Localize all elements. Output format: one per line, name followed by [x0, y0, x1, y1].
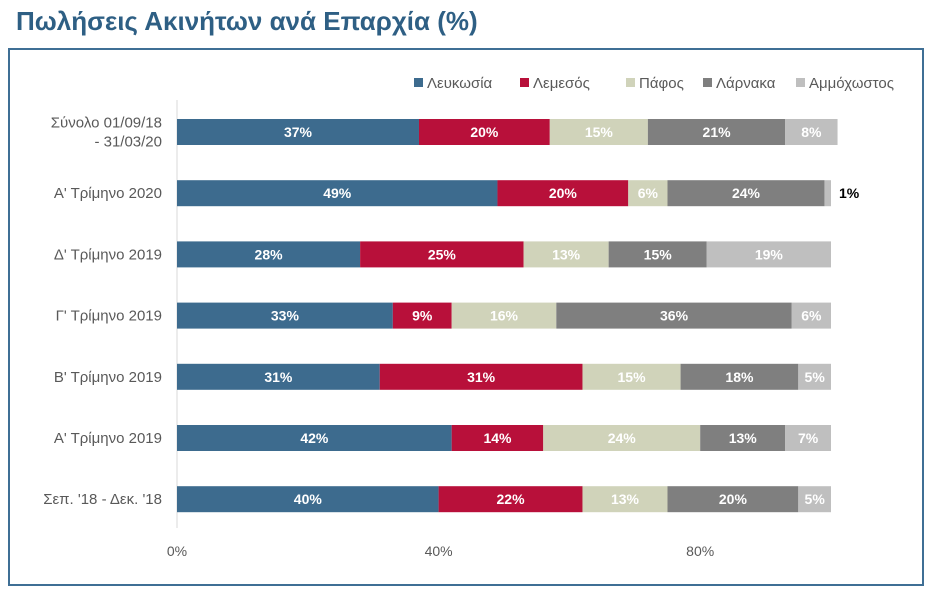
data-label: 8%: [801, 124, 822, 140]
page-title: Πωλήσεις Ακινήτων ανά Επαρχία (%): [16, 6, 478, 36]
data-label: 5%: [805, 369, 826, 385]
data-label: 22%: [497, 491, 526, 507]
data-label: 37%: [284, 124, 313, 140]
bar-segment: [680, 363, 799, 390]
data-label: 33%: [271, 308, 300, 324]
data-label: 36%: [660, 308, 689, 324]
bar-segment: [177, 119, 419, 145]
bar-segment: [543, 425, 701, 451]
bar-segment: [785, 119, 838, 145]
category-label: Β' Τρίμηνο 2019: [54, 369, 162, 386]
data-label: 9%: [412, 308, 433, 324]
category-label: Γ' Τρίμηνο 2019: [56, 308, 162, 325]
data-label: 40%: [294, 491, 323, 507]
bar-segment: [451, 425, 544, 451]
data-label: 20%: [470, 124, 499, 140]
bar-segment: [360, 241, 524, 268]
bar-segment: [177, 241, 361, 268]
data-label: 13%: [729, 430, 758, 446]
category-label: - 31/03/20: [94, 134, 162, 151]
legend-label: Λεμεσός: [533, 75, 590, 92]
bar-segment: [523, 241, 609, 268]
bar-segment: [706, 241, 831, 268]
legend-swatch: [520, 78, 529, 87]
bar-segment: [785, 425, 831, 451]
data-label: 18%: [725, 369, 754, 385]
legend-label: Πάφος: [639, 75, 684, 92]
data-label: 15%: [618, 369, 647, 385]
bar-segment: [392, 302, 452, 329]
category-label: Α' Τρίμηνο 2020: [54, 185, 162, 202]
legend-label: Λευκωσία: [427, 75, 493, 92]
data-label: 5%: [805, 491, 826, 507]
legend-label: Αμμόχωστος: [809, 75, 894, 92]
data-label-outside: 1%: [839, 185, 860, 201]
data-label: 42%: [300, 430, 329, 446]
bar-segment: [608, 241, 707, 268]
data-label: 13%: [611, 491, 640, 507]
category-label: Α' Τρίμηνο 2019: [54, 430, 162, 447]
data-label: 13%: [552, 246, 581, 262]
data-label: 15%: [644, 246, 673, 262]
bar-segment: [497, 180, 629, 207]
legend-label: Λάρνακα: [716, 75, 776, 92]
x-tick-label: 40%: [425, 543, 453, 559]
data-label: 7%: [798, 430, 819, 446]
data-label: 20%: [549, 185, 578, 201]
bar-segment: [647, 119, 786, 145]
data-label: 28%: [255, 246, 284, 262]
bar-segment: [798, 363, 831, 390]
bar-segment: [556, 302, 792, 329]
x-tick-label: 80%: [686, 543, 714, 559]
data-label: 31%: [467, 369, 496, 385]
data-label: 49%: [323, 185, 352, 201]
x-tick-label: 0%: [167, 543, 187, 559]
data-label: 19%: [755, 246, 784, 262]
data-label: 21%: [703, 124, 732, 140]
legend-swatch: [703, 78, 712, 87]
bar-segment: [418, 119, 550, 145]
data-label: 31%: [264, 369, 293, 385]
bar-segment: [177, 425, 452, 451]
data-label: 16%: [490, 308, 519, 324]
data-label: 24%: [732, 185, 761, 201]
stacked-bar-chart: 0% 40% 80% Σύνολο 01/09/18 - 31/03/20 Α' Τρίμ…: [43, 75, 894, 559]
bar-segment: [667, 486, 799, 513]
data-label: 25%: [428, 246, 457, 262]
bar-segment: [700, 425, 786, 451]
data-label: 6%: [801, 308, 822, 324]
legend-swatch: [796, 78, 805, 87]
bar-segment: [177, 180, 498, 207]
bar-segment: [798, 486, 831, 513]
bar-segment: [451, 302, 557, 329]
legend-swatch: [414, 78, 423, 87]
bar-segment: [177, 302, 393, 329]
bar-segment: [791, 302, 831, 329]
bar-segment: [628, 180, 668, 207]
data-label: 24%: [608, 430, 637, 446]
bar-segment: [177, 363, 380, 390]
bar-segment: [582, 363, 681, 390]
legend-swatch: [626, 78, 635, 87]
data-label: 14%: [483, 430, 512, 446]
bar-segment: [177, 486, 439, 513]
bar-segment: [582, 486, 668, 513]
chart-frame: 0% 40% 80% Σύνολο 01/09/18 - 31/03/20 Α' Τρίμ…: [8, 48, 924, 586]
data-label: 6%: [638, 185, 659, 201]
category-label: Σεπ. '18 - Δεκ. '18: [43, 491, 162, 508]
category-label: Σύνολο 01/09/18: [51, 115, 162, 132]
bar-segment: [379, 363, 583, 390]
bar-segment: [824, 180, 831, 207]
bar-segment: [667, 180, 825, 207]
category-label: Δ' Τρίμηνο 2019: [54, 246, 162, 263]
data-label: 20%: [719, 491, 748, 507]
data-label: 15%: [585, 124, 614, 140]
bar-segment: [438, 486, 583, 513]
bar-segment: [549, 119, 648, 145]
